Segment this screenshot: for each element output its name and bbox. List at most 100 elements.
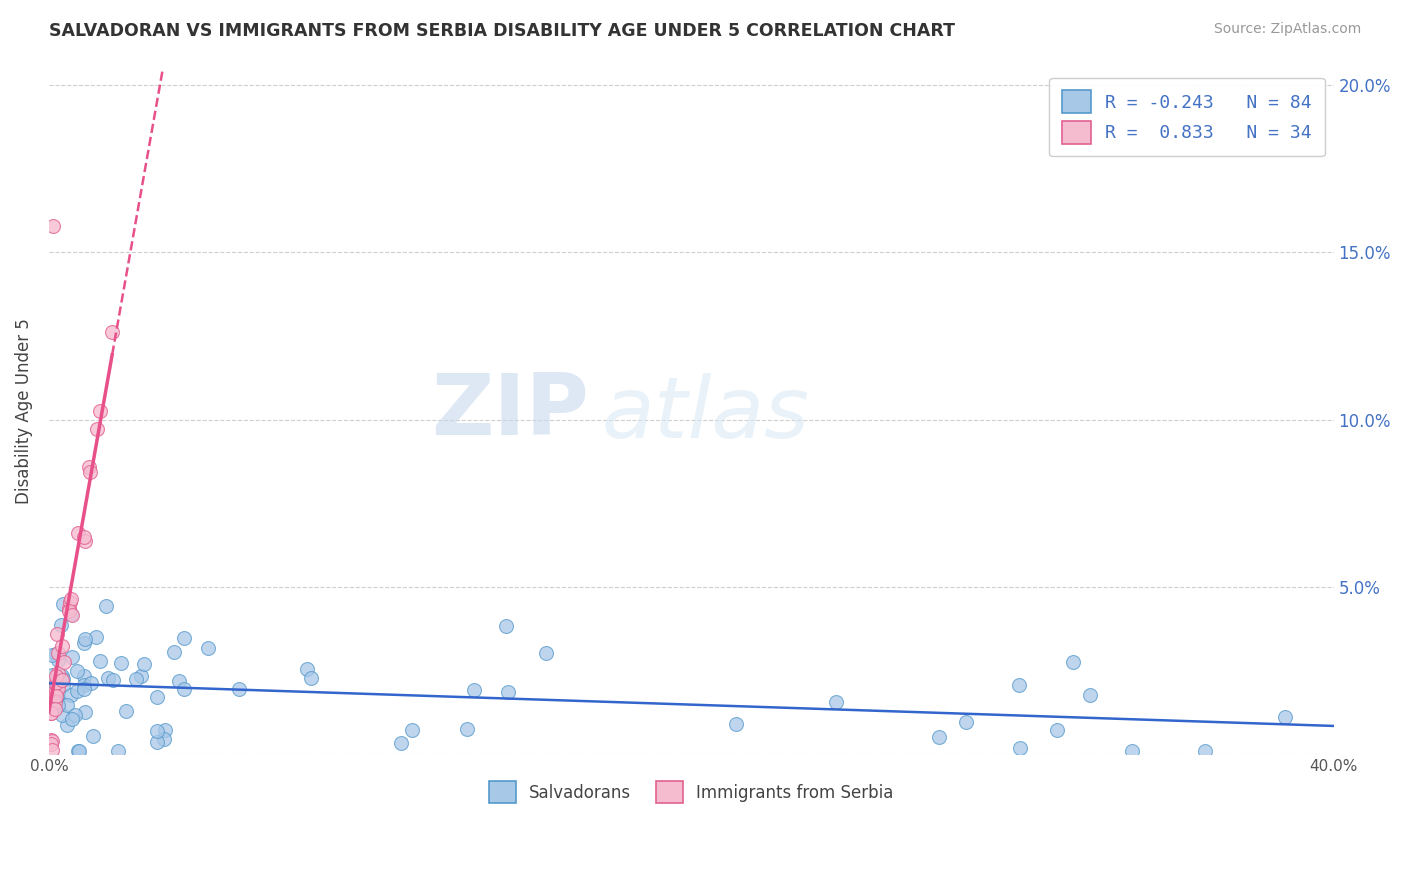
Point (299, 671, 322, 685)
Point (401, 723, 423, 737)
Point (51, 669, 73, 683)
Point (167, 673, 190, 688)
Point (463, 682, 485, 697)
Text: Source: ZipAtlas.com: Source: ZipAtlas.com (1213, 22, 1361, 37)
Point (73, 669, 96, 683)
Point (45, 681, 67, 696)
Point (65, 707, 87, 722)
Point (41, 681, 63, 696)
Point (1046, 723, 1069, 738)
Point (1062, 655, 1084, 669)
Text: ZIP: ZIP (430, 370, 589, 453)
Point (52, 597, 75, 611)
Point (69, 744, 91, 758)
Point (41, 668, 63, 682)
Point (42, 686, 65, 700)
Point (51, 673, 73, 687)
Point (928, 730, 950, 744)
Point (41, 706, 63, 720)
Point (44, 702, 66, 716)
Point (86, 630, 108, 644)
Point (49, 617, 72, 632)
Point (58, 600, 80, 615)
Point (495, 619, 517, 633)
Point (62, 650, 84, 665)
Point (824, 695, 846, 709)
Point (73, 705, 96, 719)
Point (82, 729, 104, 743)
Point (101, 673, 124, 688)
Point (45, 675, 67, 690)
Point (66, 744, 89, 758)
Point (41, 743, 63, 757)
Point (152, 732, 174, 747)
Point (52, 656, 75, 670)
Point (153, 723, 176, 738)
Point (228, 681, 250, 696)
Point (725, 717, 748, 731)
Point (73, 636, 96, 650)
Point (125, 673, 148, 687)
Point (97, 671, 120, 685)
Point (80, 675, 103, 690)
Text: SALVADORAN VS IMMIGRANTS FROM SERBIA DISABILITY AGE UNDER 5 CORRELATION CHART: SALVADORAN VS IMMIGRANTS FROM SERBIA DIS… (49, 22, 955, 40)
Point (115, 704, 138, 718)
Point (56, 718, 79, 732)
Point (456, 722, 478, 736)
Point (66, 664, 89, 678)
Point (60, 712, 83, 726)
Point (73, 533, 96, 548)
Point (60, 607, 83, 621)
Point (73, 682, 96, 697)
Y-axis label: Disability Age Under 5: Disability Age Under 5 (15, 318, 32, 504)
Point (60, 607, 83, 622)
Point (73, 530, 96, 544)
Point (46, 653, 69, 667)
Text: atlas: atlas (602, 373, 810, 457)
Point (41, 648, 63, 662)
Point (389, 736, 412, 750)
Point (67, 525, 90, 540)
Point (96, 599, 118, 614)
Point (44, 698, 66, 712)
Point (45, 691, 67, 706)
Point (46, 681, 69, 696)
Point (1274, 710, 1296, 724)
Point (59, 595, 82, 609)
Point (1121, 744, 1143, 758)
Point (45, 668, 67, 682)
Point (39, 733, 62, 747)
Point (1194, 744, 1216, 758)
Point (89, 404, 111, 418)
Point (146, 735, 169, 749)
Point (1008, 678, 1031, 692)
Point (39, 706, 62, 720)
Point (45, 683, 67, 698)
Point (45, 690, 67, 705)
Point (1008, 741, 1031, 756)
Point (146, 690, 169, 704)
Point (55, 698, 77, 712)
Point (498, 684, 520, 698)
Point (42, 692, 65, 706)
Point (173, 681, 195, 696)
Point (89, 655, 111, 669)
Point (46, 646, 69, 660)
Point (46, 665, 69, 680)
Point (59, 592, 82, 607)
Point (1078, 688, 1101, 702)
Point (66, 683, 89, 698)
Point (197, 640, 219, 655)
Point (44, 647, 66, 661)
Point (297, 662, 319, 676)
Point (101, 325, 124, 339)
Point (41, 693, 63, 707)
Point (51, 707, 73, 722)
Point (163, 645, 186, 659)
Point (41, 686, 63, 700)
Point (534, 646, 557, 660)
Point (75, 632, 97, 646)
Point (51, 639, 73, 653)
Point (145, 724, 167, 739)
Point (77, 460, 100, 475)
